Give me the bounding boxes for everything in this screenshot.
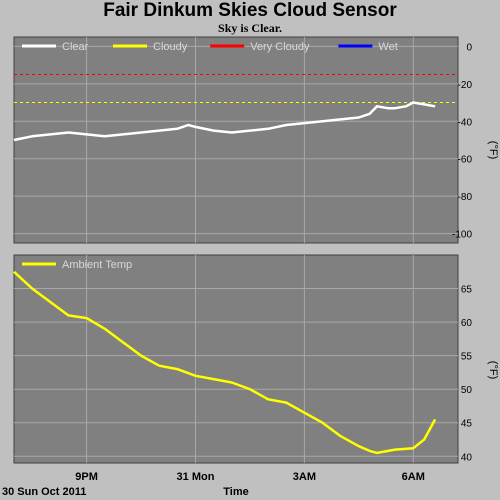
sky-series [13,101,436,142]
status-subtitle: Sky is Clear. [218,21,282,35]
sky-series-line [13,101,436,142]
ambient-panel-background [13,254,459,464]
legend-label: Cloudy [153,41,188,53]
sky-y-tick-label: -100 [452,230,472,241]
ambient-series-line [13,270,437,455]
ambient-y-tick-label: 60 [461,318,473,329]
legend-label: Ambient Temp [62,259,132,271]
x-ticks: 9PM 31 Mon 3AM 6AM [75,471,425,483]
x-tick-label: 31 Mon [177,471,215,483]
ambient-y-tick-label: 50 [461,385,473,396]
ambient-legend: Ambient Temp [22,259,132,271]
sky-y-tick-label: -20 [458,80,473,91]
ambient-y-tick-label: 40 [461,452,473,463]
sky-y-tick-label: -40 [458,117,473,128]
date-label: 30 Sun Oct 2011 [2,486,86,498]
legend-label: Clear [62,41,89,53]
legend-label: Wet [378,41,397,53]
sky-panel-background [13,36,459,244]
x-axis-label: Time [223,486,248,498]
sky-y-ticks: 0 -20 -40 -60 -80 -100 [452,42,472,240]
sky-y-tick-label: -60 [458,155,473,166]
sky-grid [14,37,458,243]
ambient-y-tick-label: 65 [461,285,473,296]
ambient-y-tick-label: 55 [461,352,473,363]
sky-legend: Clear Cloudy Very Cloudy Wet [22,41,398,53]
ambient-series [13,270,437,455]
x-tick-label: 9PM [75,471,98,483]
ambient-y-tick-label: 45 [461,419,473,430]
page-title: Fair Dinkum Skies Cloud Sensor [103,0,397,21]
ambient-y-ticks: 65 60 55 50 45 40 [461,285,473,464]
sky-y-unit: (°F) [487,141,499,159]
ambient-grid [14,255,458,463]
sky-y-tick-label: 0 [466,42,472,53]
x-tick-label: 6AM [402,471,425,483]
ambient-y-unit: (°F) [487,361,499,379]
sky-y-tick-label: -80 [458,192,473,203]
x-tick-label: 3AM [293,471,316,483]
legend-label: Very Cloudy [250,41,310,53]
sky-thresholds [14,73,458,104]
